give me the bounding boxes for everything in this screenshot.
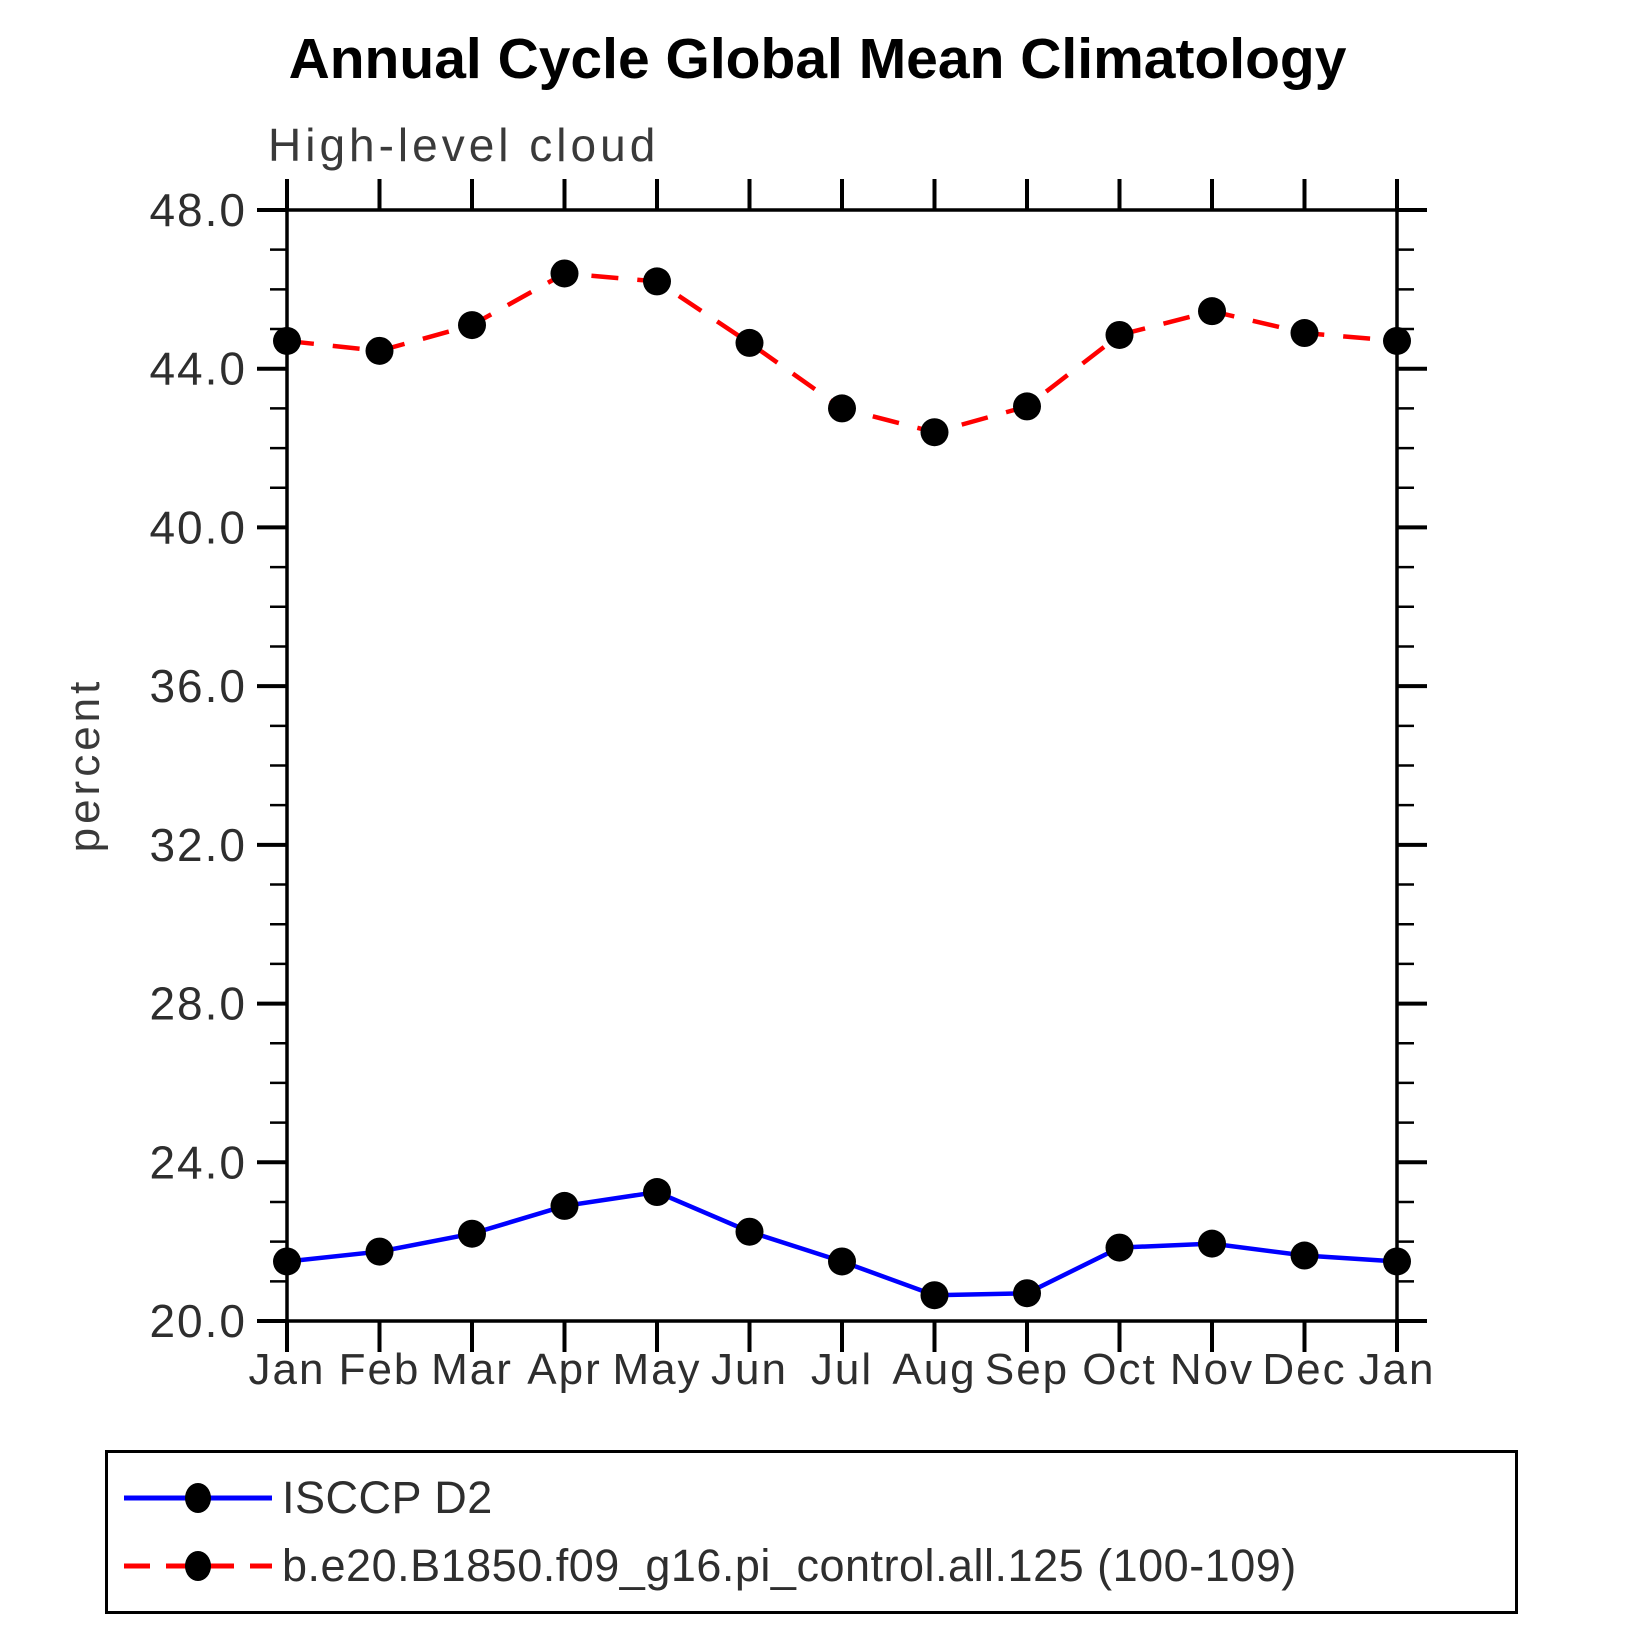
x-month-label: Apr <box>527 1345 601 1394</box>
y-tick-label: 32.0 <box>149 819 247 871</box>
legend-box: ISCCP D2 b.e20.B1850.f09_g16.pi_control.… <box>105 1450 1518 1614</box>
data-point-marker <box>920 418 949 447</box>
x-month-label: Aug <box>892 1345 976 1394</box>
legend-item-model: b.e20.B1850.f09_g16.pi_control.all.125 (… <box>118 1540 1515 1592</box>
legend-marker-dot <box>185 1482 211 1513</box>
data-point-marker <box>735 328 764 357</box>
data-point-marker <box>1290 1241 1319 1270</box>
data-point-marker <box>828 394 856 423</box>
data-point-marker <box>1105 320 1134 349</box>
data-point-marker <box>1198 1229 1226 1258</box>
data-point-marker <box>1290 319 1319 348</box>
y-tick-label: 24.0 <box>149 1136 247 1188</box>
data-point-marker <box>828 1247 856 1276</box>
data-point-marker <box>1383 1247 1411 1276</box>
legend-label: b.e20.B1850.f09_g16.pi_control.all.125 (… <box>282 1540 1297 1592</box>
legend-label: ISCCP D2 <box>282 1471 493 1523</box>
data-point-marker <box>920 1281 949 1310</box>
y-tick-label: 36.0 <box>149 660 247 712</box>
legend-marker-dot <box>185 1551 211 1582</box>
legend-item-isccp: ISCCP D2 <box>118 1471 1515 1523</box>
data-point-marker <box>643 1178 671 1207</box>
data-point-marker <box>1198 297 1226 326</box>
data-point-marker <box>550 1191 579 1220</box>
data-point-marker <box>365 1237 394 1266</box>
x-month-label: Mar <box>431 1345 513 1394</box>
x-month-label: Jul <box>811 1345 873 1394</box>
x-month-label: May <box>612 1345 701 1394</box>
x-month-label: Jun <box>711 1345 788 1394</box>
data-point-marker <box>1013 1279 1041 1308</box>
data-point-marker <box>458 1219 486 1248</box>
y-tick-label: 20.0 <box>149 1295 247 1347</box>
x-month-label: Dec <box>1262 1345 1346 1394</box>
x-month-label: Nov <box>1170 1345 1254 1394</box>
data-point-marker <box>550 259 579 288</box>
data-point-marker <box>1013 392 1041 421</box>
data-point-marker <box>273 326 301 355</box>
data-point-marker <box>643 267 671 296</box>
chart-subtitle: High-level cloud <box>268 119 660 171</box>
y-tick-label: 40.0 <box>149 501 247 553</box>
data-point-marker <box>735 1217 764 1246</box>
data-point-marker <box>458 311 486 340</box>
series-line-0 <box>286 1189 1398 1298</box>
x-month-label: Jan <box>1359 1345 1436 1394</box>
legend-line-dashed-icon <box>124 1551 272 1582</box>
y-tick-label: 28.0 <box>149 978 247 1030</box>
y-tick-label: 44.0 <box>149 343 247 395</box>
plot-frame <box>285 208 1399 1323</box>
x-month-label: Feb <box>339 1345 421 1394</box>
data-point-marker <box>365 336 394 365</box>
legend-line-solid-icon <box>124 1482 272 1513</box>
x-month-label: Oct <box>1082 1345 1156 1394</box>
chart-title: Annual Cycle Global Mean Climatology <box>288 27 1347 91</box>
data-point-marker <box>273 1247 301 1276</box>
y-tick-label: 48.0 <box>149 184 247 236</box>
data-point-marker <box>1383 326 1411 355</box>
x-month-label: Sep <box>985 1345 1069 1394</box>
x-month-label: Jan <box>249 1345 326 1394</box>
data-point-marker <box>1105 1233 1134 1262</box>
